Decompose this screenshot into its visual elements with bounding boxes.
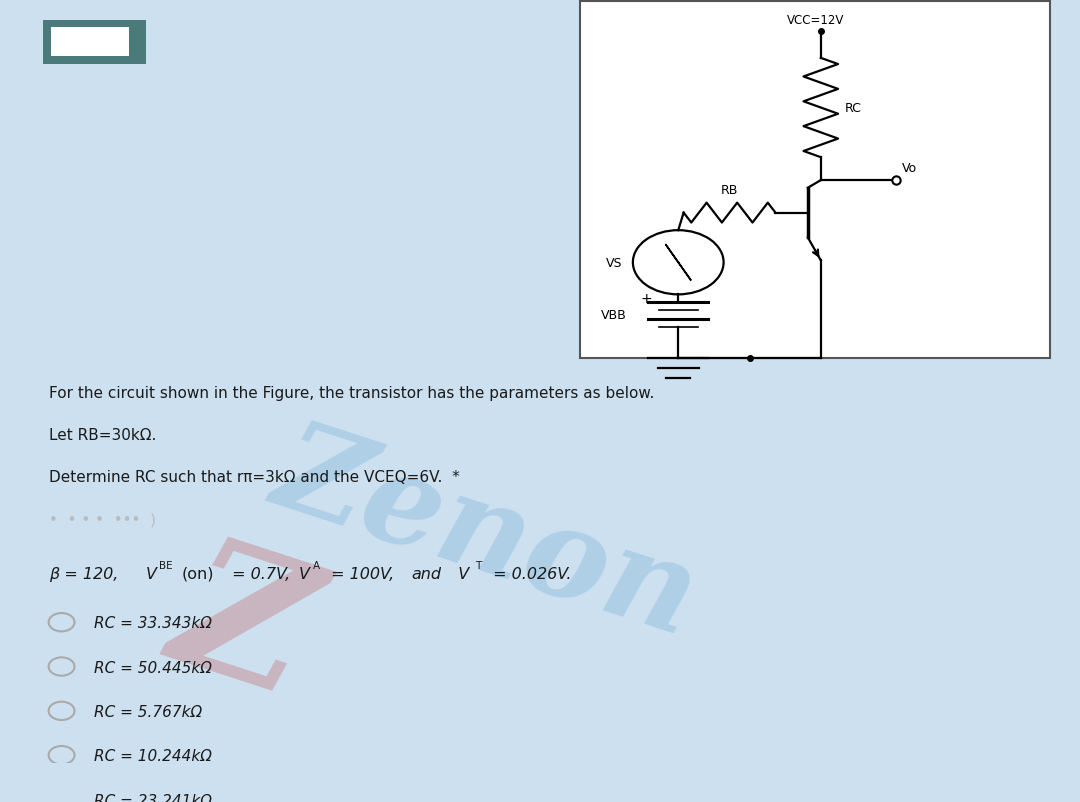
- Text: RC: RC: [845, 102, 862, 115]
- Text: V: V: [299, 566, 310, 581]
- FancyBboxPatch shape: [580, 2, 1050, 358]
- Text: T: T: [475, 560, 482, 570]
- Text: = 0.026V.: = 0.026V.: [488, 566, 571, 581]
- FancyBboxPatch shape: [43, 21, 146, 65]
- Text: RC = 5.767kΩ: RC = 5.767kΩ: [94, 704, 202, 719]
- Text: For the circuit shown in the Figure, the transistor has the parameters as below.: For the circuit shown in the Figure, the…: [49, 386, 654, 400]
- Text: VBB: VBB: [600, 309, 626, 322]
- Text: and: and: [411, 566, 442, 581]
- Text: RC = 33.343kΩ: RC = 33.343kΩ: [94, 616, 212, 630]
- Text: = 0.7V,: = 0.7V,: [227, 566, 300, 581]
- Text: A: A: [313, 560, 321, 570]
- FancyBboxPatch shape: [51, 28, 129, 57]
- Text: Determine RC such that rπ=3kΩ and the VCEQ=6V.  *: Determine RC such that rπ=3kΩ and the VC…: [49, 469, 459, 484]
- Text: V: V: [146, 566, 157, 581]
- Text: Zenon: Zenon: [260, 409, 712, 659]
- Text: V: V: [448, 566, 470, 581]
- Text: Vo: Vo: [902, 162, 917, 175]
- Text: VCC=12V: VCC=12V: [786, 14, 845, 26]
- Text: RC = 23.241kΩ: RC = 23.241kΩ: [94, 792, 212, 802]
- Text: RB: RB: [720, 184, 739, 196]
- Text: (on): (on): [181, 566, 214, 581]
- Text: β = 120,: β = 120,: [49, 566, 123, 581]
- Text: +: +: [640, 292, 651, 306]
- Text: Z: Z: [153, 522, 333, 730]
- Text: VS: VS: [606, 257, 622, 269]
- Text: Let RB=30kΩ.: Let RB=30kΩ.: [49, 427, 156, 443]
- Text: BE: BE: [159, 560, 173, 570]
- Text: •  • • •  •••  ): • • • • ••• ): [49, 512, 156, 526]
- Text: RC = 50.445kΩ: RC = 50.445kΩ: [94, 660, 212, 674]
- Text: RC = 10.244kΩ: RC = 10.244kΩ: [94, 748, 212, 764]
- Text: = 100V,: = 100V,: [326, 566, 405, 581]
